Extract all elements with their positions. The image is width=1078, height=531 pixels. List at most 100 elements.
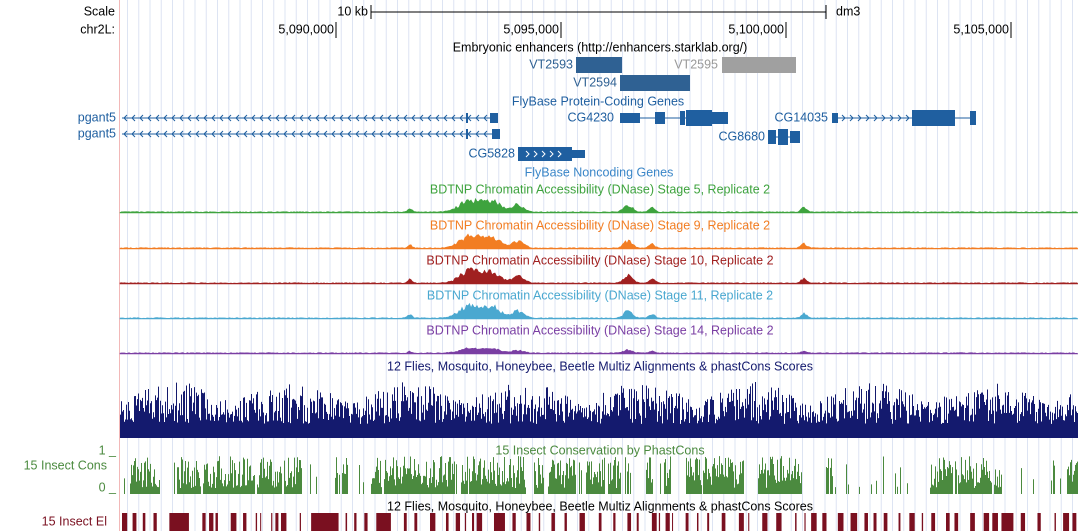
- exon: [620, 113, 640, 123]
- enhancer: [576, 57, 622, 73]
- track-title: 12 Flies, Mosquito, Honeybee, Beetle Mul…: [387, 499, 813, 513]
- strand-arrow: [331, 114, 336, 122]
- strand-arrow: [123, 130, 128, 138]
- enhancer-label: VT2593: [529, 57, 573, 71]
- base-grid: [127, 0, 1073, 531]
- gene-label: CG5828: [468, 146, 515, 160]
- track-title: BDTNP Chromatin Accessibility (DNase) St…: [430, 218, 770, 232]
- phastcons-signal: [124, 456, 1078, 494]
- side-label: 15 Insect Cons: [24, 458, 107, 472]
- track-title: BDTNP Chromatin Accessibility (DNase) St…: [426, 253, 773, 267]
- exon: [832, 113, 838, 123]
- strand-arrow: [243, 130, 248, 138]
- strand-arrow: [227, 114, 232, 122]
- element: [299, 513, 301, 531]
- element: [1054, 513, 1056, 531]
- strand-arrow: [427, 130, 432, 138]
- track-title: BDTNP Chromatin Accessibility (DNase) St…: [430, 182, 770, 196]
- element: [613, 513, 616, 531]
- element: [811, 513, 817, 531]
- element: [564, 513, 567, 531]
- element: [970, 513, 975, 531]
- gene-label: CG8680: [718, 129, 765, 143]
- element: [354, 513, 357, 531]
- element: [651, 513, 657, 531]
- element: [202, 513, 206, 531]
- strand-arrow: [267, 130, 272, 138]
- element: [627, 513, 632, 531]
- element: [909, 513, 915, 531]
- element: [230, 513, 237, 531]
- element: [215, 513, 218, 531]
- element: [931, 513, 936, 531]
- strand-arrow: [315, 114, 320, 122]
- strand-arrow: [259, 114, 264, 122]
- strand-arrow: [251, 114, 256, 122]
- strand-arrow: [403, 114, 408, 122]
- strand-arrow: [347, 130, 352, 138]
- strand-arrow: [331, 130, 336, 138]
- strand-arrow: [889, 114, 894, 122]
- strand-arrow: [419, 130, 424, 138]
- element: [275, 513, 279, 531]
- strand-arrow: [275, 114, 280, 122]
- strand-arrow: [841, 114, 846, 122]
- ruler-tick-label: 5,100,000: [728, 22, 784, 36]
- conservation-signal: [120, 382, 1078, 438]
- strand-arrow: [451, 114, 456, 122]
- track-title: 12 Flies, Mosquito, Honeybee, Beetle Mul…: [387, 359, 813, 373]
- strand-arrow: [195, 114, 200, 122]
- element: [476, 513, 483, 531]
- strand-arrow: [219, 114, 224, 122]
- strand-arrow: [339, 130, 344, 138]
- strand-arrow: [363, 114, 368, 122]
- exon: [912, 110, 955, 126]
- element: [243, 513, 247, 531]
- strand-arrow: [905, 114, 910, 122]
- strand-arrow: [371, 130, 376, 138]
- element: [472, 513, 475, 531]
- element: [598, 513, 602, 531]
- element: [636, 513, 639, 531]
- enhancer: [620, 75, 690, 91]
- element: [748, 513, 750, 531]
- strand-arrow: [195, 130, 200, 138]
- strand-arrow: [203, 114, 208, 122]
- element: [685, 513, 689, 531]
- strand-arrow: [427, 114, 432, 122]
- ruler-tick-label: 5,105,000: [953, 22, 1009, 36]
- element: [551, 513, 555, 531]
- axis-min: 0 _: [99, 480, 117, 494]
- strand-arrow: [557, 150, 562, 158]
- element: [696, 513, 699, 531]
- element: [142, 513, 146, 531]
- element: [280, 513, 287, 531]
- strand-arrow: [411, 114, 416, 122]
- element: [414, 513, 418, 531]
- strand-arrow: [355, 130, 360, 138]
- strand-arrow: [403, 130, 408, 138]
- exon: [490, 113, 498, 123]
- element: [658, 513, 661, 531]
- exon: [680, 111, 685, 125]
- strand-arrow: [179, 114, 184, 122]
- scale-size: 10 kb: [337, 4, 368, 18]
- exon: [686, 110, 712, 126]
- strand-arrow: [171, 114, 176, 122]
- element: [850, 513, 858, 531]
- gene-label: CG14035: [774, 110, 828, 124]
- strand-arrow: [435, 114, 440, 122]
- exon: [466, 129, 468, 139]
- strand-arrow: [203, 130, 208, 138]
- scale-bar: [370, 5, 827, 19]
- strand-arrow: [881, 114, 886, 122]
- element: [707, 513, 710, 531]
- strand-arrow: [299, 114, 304, 122]
- strand-arrow: [187, 114, 192, 122]
- element: [122, 513, 128, 531]
- track-title: 15 Insect Conservation by PhastCons: [495, 443, 704, 457]
- element: [776, 513, 782, 531]
- strand-arrow: [379, 130, 384, 138]
- strand-arrow: [299, 130, 304, 138]
